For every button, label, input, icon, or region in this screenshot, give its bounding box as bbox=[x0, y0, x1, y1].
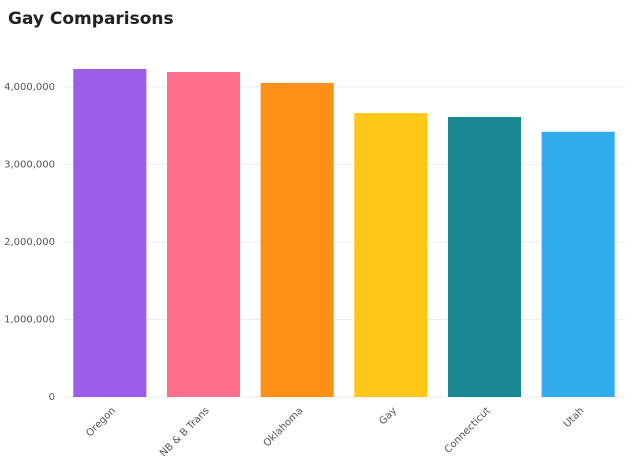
bar bbox=[166, 72, 241, 397]
y-tick-label: 4,000,000 bbox=[4, 82, 55, 93]
bar bbox=[541, 131, 615, 397]
y-tick-label: 2,000,000 bbox=[4, 237, 55, 248]
bar bbox=[260, 82, 334, 398]
bar bbox=[354, 113, 428, 397]
x-tick-label: Oklahoma bbox=[262, 405, 306, 449]
chart-title: Gay Comparisons bbox=[8, 9, 174, 29]
x-tick-label: Oregon bbox=[84, 405, 118, 439]
bar bbox=[447, 117, 522, 397]
y-tick-label: 0 bbox=[49, 392, 55, 403]
x-tick-label: Connecticut bbox=[443, 405, 493, 455]
x-tick-label: NB & B Trans bbox=[158, 405, 212, 459]
bar bbox=[73, 68, 147, 397]
x-tick-label: Gay bbox=[377, 405, 399, 427]
y-tick-label: 3,000,000 bbox=[4, 159, 55, 170]
y-tick-label: 1,000,000 bbox=[4, 314, 55, 325]
x-tick-label: Utah bbox=[562, 405, 587, 430]
